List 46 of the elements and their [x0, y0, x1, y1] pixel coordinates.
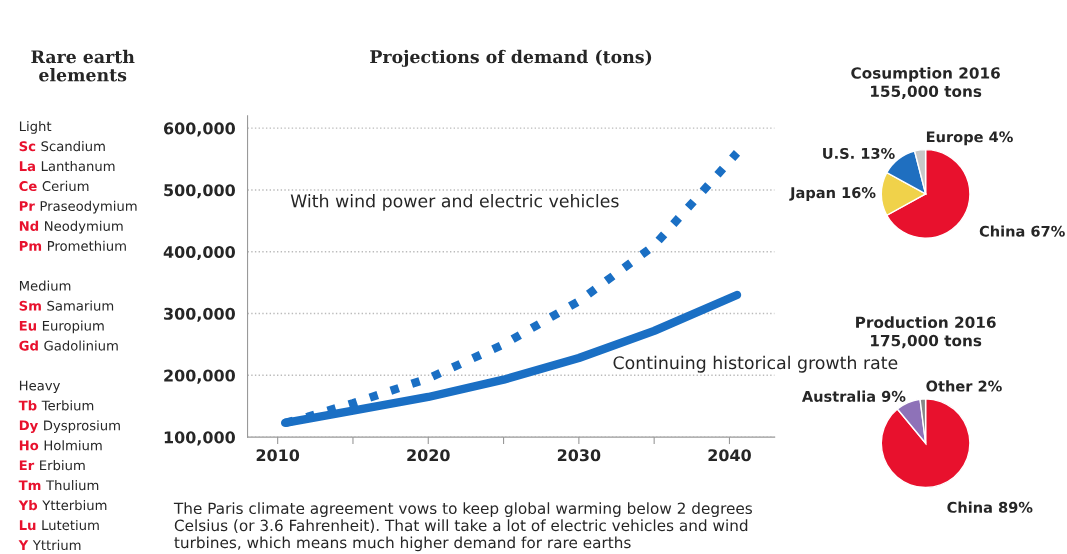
- slice-label: Japan 16%: [789, 187, 876, 201]
- text: Ce Cerium: [19, 180, 89, 192]
- slice-label: Other 2%: [926, 380, 1002, 392]
- chart-subtitle: 155,000 tons: [871, 85, 982, 99]
- text: Ho Holmium: [19, 440, 102, 451]
- slice-label: U.S. 13%: [823, 147, 895, 159]
- text: Pr Praseodymium: [19, 200, 137, 214]
- y-tick-label: 600,000: [163, 122, 235, 137]
- x-tick-label: 2040: [708, 449, 751, 462]
- text: Light: [19, 121, 52, 134]
- text: Tb Terbium: [18, 400, 94, 411]
- text: Dy Dysprosium: [19, 420, 120, 433]
- slice-label: Australia 9%: [801, 390, 906, 402]
- text: Gd Gadolinium: [19, 340, 118, 351]
- text: Eu Europium: [19, 320, 104, 334]
- text: Sm Samarium: [19, 300, 114, 311]
- text: La Lanthanum: [19, 160, 115, 172]
- text: Yb Ytterbium: [18, 499, 107, 511]
- y-tick-label: 400,000: [163, 245, 235, 261]
- text: The Paris climate agreement vows to keep global warming below 2 degrees Celsius (or 3.6 Fahrenheit). That will take a lot of electric vehicles and wind turbines, which means much higher demand for rare earths: [173, 502, 752, 552]
- series-label: Continuing historical growth rate: [613, 355, 898, 373]
- x-tick-label: 2010: [256, 449, 300, 462]
- y-tick-label: 500,000: [164, 184, 235, 199]
- text: Lu Lutetium: [19, 519, 99, 531]
- text: Er Erbium: [19, 460, 85, 471]
- text: Pm Promethium: [19, 240, 126, 251]
- y-tick-label: 300,000: [164, 307, 235, 322]
- y-tick-label: 100,000: [164, 431, 235, 446]
- text: Heavy: [19, 380, 61, 394]
- slice-label: Europe 4%: [926, 131, 1013, 146]
- text: Medium: [19, 280, 71, 291]
- text: With wind power and electric vehicles: [290, 194, 619, 211]
- text: Y Yttrium: [18, 539, 81, 551]
- slice-label: China 67%: [979, 225, 1065, 237]
- chart-title: Cosumption 2016: [851, 66, 1000, 82]
- slice-label: China 89%: [947, 501, 1033, 513]
- text: Rare earth elements: [31, 49, 135, 82]
- chart-title: Projections of demand (tons): [370, 49, 652, 67]
- text: Tm Thulium: [18, 480, 99, 491]
- x-tick-label: 2030: [557, 449, 601, 462]
- text: Nd Neodymium: [19, 220, 123, 234]
- chart-title: Production 2016: [856, 316, 996, 329]
- text: Sc Scandium: [19, 140, 105, 152]
- y-tick-label: 200,000: [164, 369, 235, 384]
- x-tick-label: 2020: [407, 449, 450, 462]
- chart-subtitle: 175,000 tons: [871, 334, 982, 349]
